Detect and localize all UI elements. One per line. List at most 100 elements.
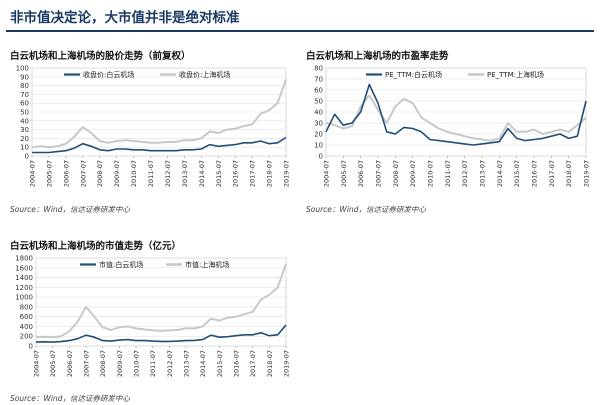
- x-tick-label: 2016-07: [531, 160, 539, 187]
- y-tick-label: 1200: [15, 284, 33, 292]
- series-line-shanghai: [31, 79, 287, 149]
- series-line-shanghai: [35, 263, 287, 339]
- x-tick-label: 2013-07: [181, 160, 189, 187]
- y-tick-label: 1400: [15, 274, 33, 282]
- y-tick-label: 70: [20, 91, 29, 99]
- y-tick-label: 600: [20, 313, 33, 321]
- y-tick-label: 20: [314, 131, 323, 139]
- legend-label: PE_TTM:白云机场: [385, 70, 442, 79]
- x-tick-label: 2019-07: [583, 160, 591, 187]
- y-tick-label: 60: [20, 100, 29, 108]
- x-tick-label: 2005-07: [340, 160, 348, 187]
- x-tick-label: 2015-07: [215, 160, 223, 187]
- x-tick-label: 2012-07: [164, 160, 172, 187]
- x-tick-label: 2008-07: [96, 160, 104, 187]
- legend-label: 市值:上海机场: [185, 260, 229, 269]
- y-tick-label: 10: [20, 144, 29, 152]
- x-tick-label: 2005-07: [45, 160, 53, 187]
- panel-source-mcap: Source：Wind，信达证券研发中心: [10, 394, 130, 403]
- x-tick-label: 2006-07: [62, 160, 70, 187]
- y-tick-label: 1600: [15, 264, 33, 272]
- x-tick-label: 2007-07: [79, 160, 87, 187]
- y-tick-label: 90: [20, 73, 29, 81]
- y-tick-label: 0: [25, 153, 29, 161]
- x-tick-label: 2011-07: [147, 160, 155, 187]
- y-tick-label: 800: [20, 303, 33, 311]
- y-tick-label: 80: [20, 82, 29, 90]
- x-tick-label: 2014-07: [198, 160, 206, 187]
- y-tick-label: 400: [20, 323, 33, 331]
- x-tick-label: 2018-07: [266, 350, 274, 377]
- x-tick-label: 2004-07: [323, 160, 331, 187]
- y-tick-label: 1000: [15, 294, 33, 302]
- y-tick-label: 200: [20, 333, 33, 341]
- x-tick-label: 2018-07: [266, 160, 274, 187]
- series-line-baiyun: [35, 324, 287, 343]
- legend-label: 市值:白云机场: [99, 260, 143, 269]
- x-tick-label: 2012-07: [461, 160, 469, 187]
- x-tick-label: 2014-07: [199, 350, 207, 377]
- x-tick-label: 2018-07: [565, 160, 573, 187]
- x-tick-label: 2016-07: [233, 350, 241, 377]
- y-tick-label: 50: [20, 109, 29, 117]
- x-tick-label: 2004-07: [29, 160, 37, 187]
- x-tick-label: 2010-07: [130, 160, 138, 187]
- y-tick-label: 70: [314, 76, 323, 84]
- x-tick-label: 2009-07: [113, 160, 121, 187]
- x-tick-label: 2017-07: [249, 350, 257, 377]
- panel-title-price: 白云机场和上海机场的股价走势（前复权）: [10, 51, 191, 62]
- x-tick-label: 2019-07: [283, 350, 291, 377]
- panel-title-pe: 白云机场和上海机场的市盈率走势: [306, 51, 449, 62]
- x-tick-label: 2012-07: [166, 350, 174, 377]
- series-line-baiyun: [32, 136, 287, 154]
- y-tick-label: 30: [20, 126, 29, 134]
- x-tick-label: 2010-07: [133, 350, 141, 377]
- series-line-shanghai: [325, 94, 587, 142]
- y-tick-label: 100: [16, 65, 29, 73]
- x-tick-label: 2011-07: [149, 350, 157, 377]
- x-tick-label: 2005-07: [49, 350, 57, 377]
- page-title: 非市值决定论，大市值并非是绝对标准: [10, 10, 240, 26]
- legend-label: 收盘价:白云机场: [83, 70, 134, 79]
- panel-title-mcap: 白云机场和上海机场的市值走势（亿元）: [10, 241, 182, 252]
- x-tick-label: 2014-07: [496, 160, 504, 187]
- x-tick-label: 2008-07: [99, 350, 107, 377]
- x-tick-label: 2007-07: [375, 160, 383, 187]
- x-tick-label: 2015-07: [513, 160, 521, 187]
- x-tick-label: 2017-07: [548, 160, 556, 187]
- legend-label: PE_TTM:上海机场: [487, 70, 544, 79]
- x-tick-label: 2015-07: [216, 350, 224, 377]
- x-tick-label: 2016-07: [232, 160, 240, 187]
- panel-source-price: Source：Wind，信达证券研发中心: [10, 205, 130, 214]
- y-tick-label: 20: [20, 135, 29, 143]
- y-tick-label: 40: [20, 117, 29, 125]
- x-tick-label: 2006-07: [357, 160, 365, 187]
- x-tick-label: 2009-07: [116, 350, 124, 377]
- x-tick-label: 2013-07: [479, 160, 487, 187]
- y-tick-label: 0: [29, 343, 33, 351]
- x-tick-label: 2009-07: [409, 160, 417, 187]
- plot-frame: [35, 257, 287, 347]
- market-cap-chart: 0200400600800100012001400160018002004-07…: [15, 255, 291, 378]
- y-tick-label: 80: [314, 65, 323, 73]
- x-tick-label: 2007-07: [83, 350, 91, 377]
- y-tick-label: 40: [314, 109, 323, 117]
- x-tick-label: 2010-07: [427, 160, 435, 187]
- y-tick-label: 10: [314, 142, 323, 150]
- title-rule: [6, 30, 594, 32]
- x-tick-label: 2017-07: [249, 160, 257, 187]
- pe-chart: 0 10 20 30 40 50 60 70 80 2004-07 2005-07 2006-07 20…: [314, 65, 591, 188]
- series-line-baiyun: [325, 83, 587, 146]
- panel-source-pe: Source：Wind，信达证券研发中心: [306, 205, 426, 214]
- x-tick-label: 2004-07: [33, 350, 41, 377]
- legend-label: 收盘价:上海机场: [179, 70, 230, 79]
- x-tick-label: 2013-07: [183, 350, 191, 377]
- x-tick-label: 2019-07: [283, 160, 291, 187]
- y-tick-label: 30: [314, 120, 323, 128]
- y-tick-label: 0: [319, 153, 323, 161]
- y-tick-label: 50: [314, 98, 323, 106]
- y-tick-label: 1800: [15, 255, 33, 263]
- x-tick-label: 2008-07: [392, 160, 400, 187]
- x-tick-label: 2006-07: [66, 350, 74, 377]
